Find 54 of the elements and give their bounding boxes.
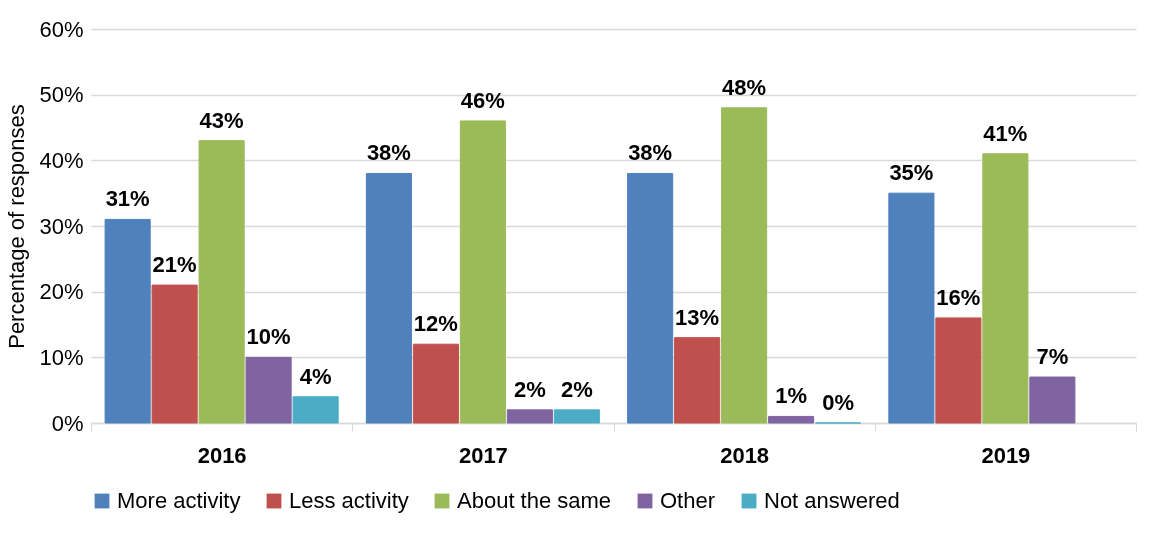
x-tick-label: 2018 — [720, 442, 770, 468]
bar — [506, 409, 553, 424]
y-tick-label: 0% — [51, 410, 84, 436]
data-label: 41% — [983, 120, 1028, 146]
y-tick-label: 40% — [39, 147, 84, 173]
data-label: 2% — [513, 376, 546, 402]
data-label: 4% — [299, 363, 332, 389]
legend-label: More activity — [117, 488, 241, 513]
data-label: 38% — [628, 140, 673, 166]
x-tick-label: 2017 — [458, 442, 508, 468]
bar — [935, 317, 982, 424]
bar — [721, 107, 768, 424]
data-label: 2% — [560, 376, 593, 402]
x-tick-label: 2016 — [197, 442, 247, 468]
data-label: 43% — [199, 107, 244, 133]
bar — [674, 337, 721, 424]
data-label: 7% — [1036, 344, 1069, 370]
legend-label: Not answered — [764, 488, 900, 513]
data-label: 38% — [366, 140, 411, 166]
y-tick-label: 20% — [39, 279, 84, 305]
y-tick-label: 10% — [39, 344, 84, 370]
data-label: 48% — [722, 74, 767, 100]
data-label: 21% — [152, 252, 197, 278]
data-label: 1% — [775, 383, 808, 409]
bar — [104, 218, 151, 424]
data-label: 13% — [675, 304, 720, 330]
bar — [768, 415, 815, 424]
bar — [245, 356, 292, 424]
y-axis-title: Percentage of responses — [4, 104, 30, 349]
data-label: 35% — [889, 160, 934, 186]
x-tick-label: 2019 — [981, 442, 1031, 468]
bar — [888, 192, 935, 424]
bar — [365, 172, 412, 424]
bar — [982, 153, 1029, 424]
data-label: 12% — [413, 311, 458, 337]
bar — [553, 409, 600, 424]
legend-label: About the same — [457, 488, 612, 513]
bar — [412, 343, 459, 424]
y-tick-label: 60% — [39, 16, 84, 42]
data-label: 16% — [936, 284, 981, 310]
data-label: 10% — [246, 324, 291, 350]
data-label: 0% — [822, 390, 854, 415]
bar — [151, 284, 198, 424]
bar — [292, 396, 339, 424]
y-tick-label: 50% — [39, 82, 84, 108]
bar — [1029, 376, 1076, 424]
data-label: 31% — [105, 186, 150, 212]
bar — [627, 172, 674, 424]
bar — [198, 140, 245, 424]
legend-label: Less activity — [289, 488, 409, 513]
y-tick-label: 30% — [39, 213, 84, 239]
legend-label: Other — [660, 488, 716, 513]
bar — [459, 120, 506, 424]
data-label: 46% — [460, 87, 505, 113]
